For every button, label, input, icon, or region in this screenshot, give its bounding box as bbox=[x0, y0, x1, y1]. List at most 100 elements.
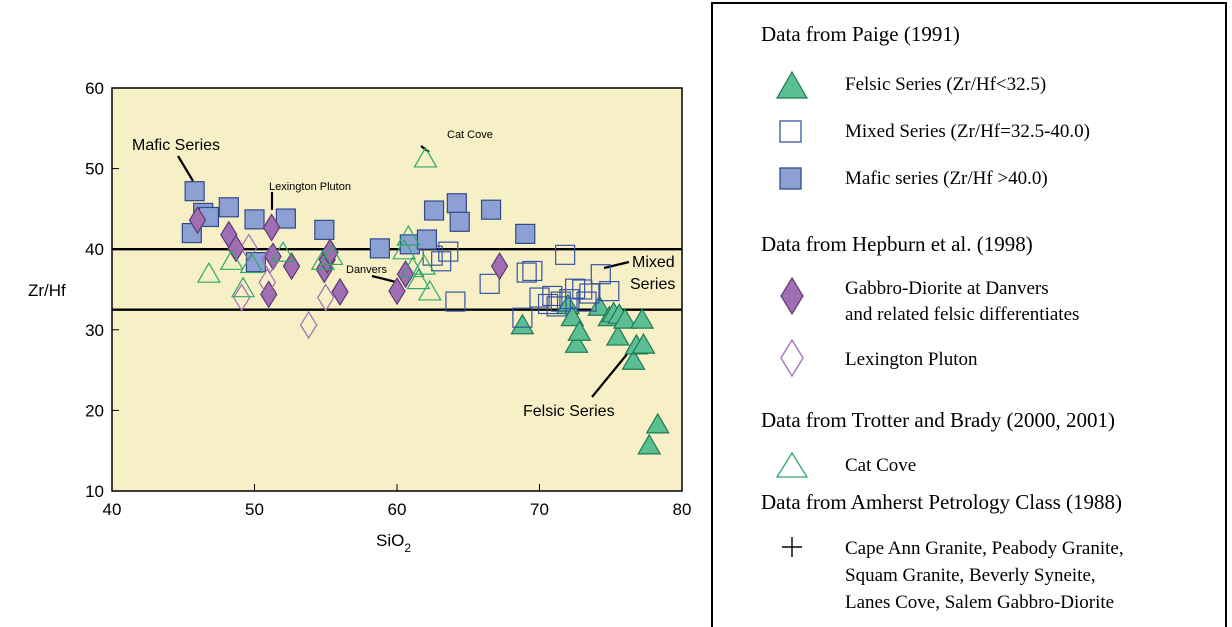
legend-item-mafic-series: Mafic series (Zr/Hf >40.0) bbox=[845, 168, 1048, 189]
data-point-triangle-open bbox=[219, 249, 244, 270]
data-point-diamond-filled bbox=[388, 276, 406, 306]
data-point-triangle-filled bbox=[564, 332, 589, 353]
data-point-diamond-filled bbox=[490, 251, 509, 281]
data-point-square-open bbox=[479, 273, 500, 294]
data-point-diamond-open bbox=[317, 283, 335, 312]
data-point-diamond-filled bbox=[264, 242, 282, 271]
y-tick-label: 10 bbox=[85, 482, 104, 501]
data-point-triangle-open bbox=[319, 244, 344, 266]
data-point-square-open bbox=[599, 281, 620, 302]
legend-item-gabbro-diorite-line2: and related felsic differentiates bbox=[845, 304, 1080, 325]
data-point-square-filled bbox=[423, 200, 445, 221]
data-point-triangle-filled bbox=[630, 307, 655, 329]
data-point-square-open bbox=[438, 241, 459, 262]
data-point-square-open bbox=[546, 296, 567, 317]
data-point-square-filled bbox=[446, 193, 467, 214]
data-point-triangle-filled bbox=[605, 324, 630, 346]
annotation-felsic-series: Felsic Series bbox=[523, 403, 615, 420]
legend-heading-hepburn: Data from Hepburn et al. (1998) bbox=[761, 232, 1033, 256]
legend-item-cat-cove: Cat Cove bbox=[845, 455, 917, 476]
open-square-icon bbox=[779, 120, 802, 143]
y-tick-label: 40 bbox=[85, 240, 104, 259]
legend-item-felsic-series: Felsic Series (Zr/Hf<32.5) bbox=[845, 74, 1047, 95]
data-point-square-filled bbox=[184, 181, 205, 202]
open-triangle-icon bbox=[775, 451, 809, 478]
data-point-square-open bbox=[512, 307, 533, 328]
data-point-triangle-filled bbox=[587, 295, 612, 316]
filled-triangle-icon bbox=[775, 70, 809, 99]
data-point-square-filled bbox=[244, 209, 265, 230]
data-point-square-filled bbox=[416, 229, 438, 250]
data-point-square-open bbox=[565, 278, 586, 299]
annotation-cat-cove: Cat Cove bbox=[447, 129, 493, 141]
legend-item-cape-ann-line3: Lanes Cove, Salem Gabbro-Diorite bbox=[845, 592, 1115, 613]
data-point-square-open bbox=[537, 293, 559, 315]
x-tick-label: 50 bbox=[245, 500, 264, 519]
data-point-square-filled bbox=[515, 223, 536, 244]
data-point-triangle-filled bbox=[612, 307, 638, 329]
data-point-diamond-filled bbox=[321, 238, 339, 267]
data-point-square-open bbox=[542, 285, 563, 307]
data-point-square-open bbox=[445, 291, 466, 312]
legend: Data from Paige (1991) Felsic Series (Zr… bbox=[711, 2, 1227, 627]
y-tick-label: 20 bbox=[85, 401, 104, 420]
x-tick-label: 40 bbox=[103, 500, 122, 519]
y-tick-label: 30 bbox=[85, 321, 104, 340]
data-point-triangle-filled bbox=[631, 332, 656, 354]
data-point-diamond-open bbox=[232, 283, 251, 312]
data-point-square-open bbox=[579, 283, 600, 304]
y-tick-label: 60 bbox=[85, 79, 104, 98]
legend-item-lexington-pluton: Lexington Pluton bbox=[845, 349, 978, 370]
plus-icon bbox=[782, 537, 802, 557]
annotation-mixed: Mixed bbox=[632, 254, 675, 271]
data-point-triangle-open bbox=[231, 276, 256, 298]
data-point-square-open bbox=[576, 291, 597, 312]
legend-item-cape-ann-line1: Cape Ann Granite, Peabody Granite, bbox=[845, 538, 1124, 559]
data-point-diamond-open bbox=[258, 268, 277, 297]
x-axis-label: SiO2 bbox=[376, 531, 411, 555]
x-tick-label: 70 bbox=[530, 500, 549, 519]
y-axis-label: Zr/Hf bbox=[28, 281, 66, 300]
annotation-series: Series bbox=[630, 276, 675, 293]
data-point-diamond-filled bbox=[227, 234, 245, 263]
x-tick-label: 60 bbox=[388, 500, 407, 519]
data-point-square-filled bbox=[399, 234, 420, 255]
legend-item-cape-ann-line2: Squam Granite, Beverly Syneite, bbox=[845, 565, 1096, 586]
data-point-triangle-open bbox=[417, 279, 442, 301]
data-point-square-filled bbox=[449, 211, 470, 232]
annotation-lexington-pluton: Lexington Pluton bbox=[269, 181, 351, 193]
x-axis-label-subscript: 2 bbox=[404, 541, 411, 555]
data-point-square-open bbox=[572, 279, 593, 300]
y-tick-label: 50 bbox=[85, 160, 104, 179]
legend-heading-paige: Data from Paige (1991) bbox=[761, 22, 960, 46]
data-point-triangle-open bbox=[270, 241, 296, 262]
data-point-triangle-open bbox=[413, 146, 438, 168]
data-point-diamond-open bbox=[299, 310, 318, 340]
data-point-triangle-open bbox=[310, 249, 335, 270]
data-point-triangle-filled bbox=[560, 305, 585, 327]
data-point-triangle-open bbox=[396, 224, 421, 246]
data-point-square-filled bbox=[480, 199, 502, 220]
data-point-triangle-open bbox=[239, 252, 264, 274]
legend-item-gabbro-diorite: Gabbro-Diorite at Danvers bbox=[845, 278, 1049, 299]
data-point-triangle-filled bbox=[645, 412, 670, 434]
data-point-diamond-filled bbox=[396, 260, 415, 289]
data-point-square-filled bbox=[314, 219, 335, 240]
data-point-diamond-filled bbox=[188, 206, 207, 235]
data-point-square-open bbox=[516, 262, 537, 283]
data-point-square-open bbox=[522, 260, 543, 282]
open-diamond-icon bbox=[780, 338, 804, 378]
legend-heading-amherst: Data from Amherst Petrology Class (1988) bbox=[761, 490, 1123, 514]
data-point-triangle-open bbox=[406, 268, 431, 290]
data-point-triangle-filled bbox=[567, 320, 592, 341]
data-point-diamond-filled bbox=[262, 213, 281, 242]
data-point-diamond-filled bbox=[331, 277, 349, 307]
data-point-square-filled bbox=[218, 197, 239, 218]
data-point-triangle-filled bbox=[621, 349, 646, 370]
data-point-triangle-open bbox=[196, 261, 221, 283]
annotation-danvers: Danvers bbox=[346, 264, 387, 276]
data-point-diamond-open bbox=[240, 233, 258, 262]
filled-diamond-icon bbox=[780, 276, 804, 316]
legend-heading-trotter-brady: Data from Trotter and Brady (2000, 2001) bbox=[761, 408, 1116, 432]
data-point-triangle-open bbox=[400, 256, 425, 278]
